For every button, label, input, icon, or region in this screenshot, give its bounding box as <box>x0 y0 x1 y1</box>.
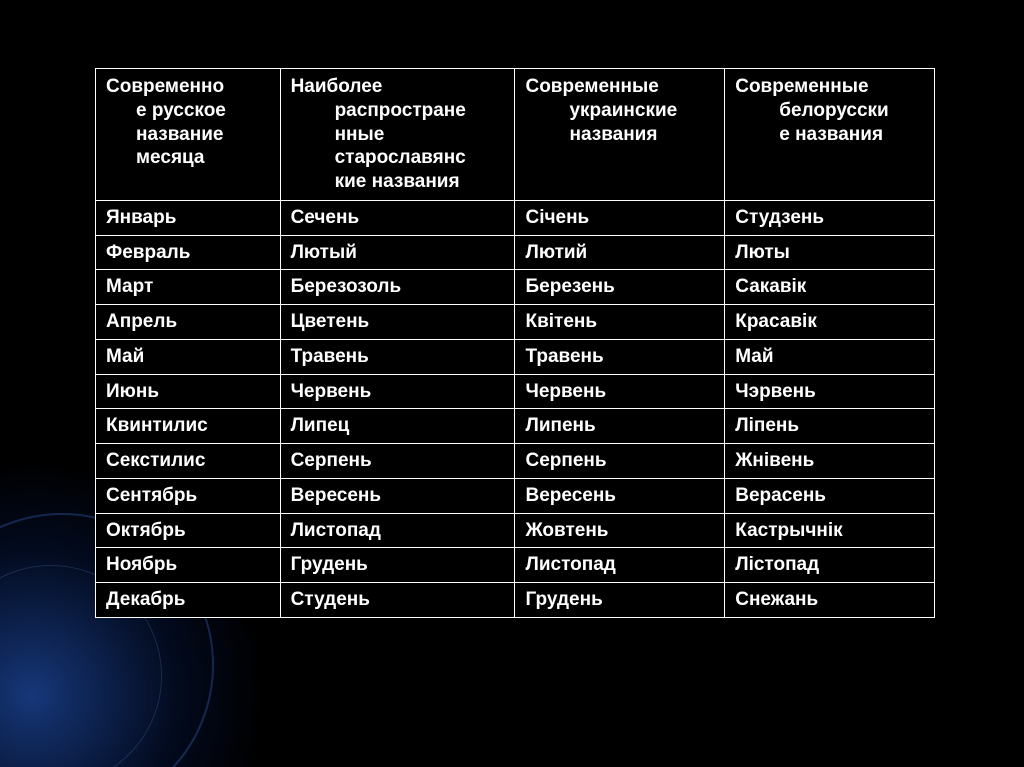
table-cell: Март <box>96 270 281 305</box>
table-cell: Лютий <box>515 235 725 270</box>
header-line: е названия <box>735 123 924 147</box>
table-row: ДекабрьСтуденьГруденьСнежань <box>96 583 935 618</box>
table-row: МартБерезозольБерезеньСакавік <box>96 270 935 305</box>
table-cell: Листопад <box>280 513 515 548</box>
table-cell: Листопад <box>515 548 725 583</box>
header-line: Современные <box>735 75 924 99</box>
table-cell: Студзень <box>725 200 935 235</box>
table-cell: Октябрь <box>96 513 281 548</box>
table-cell: Липень <box>515 409 725 444</box>
table-cell: Сакавік <box>725 270 935 305</box>
table-cell: Квітень <box>515 305 725 340</box>
header-line: кие названия <box>291 170 505 194</box>
table-cell: Май <box>96 339 281 374</box>
table-cell: Цветень <box>280 305 515 340</box>
header-line: украинские <box>525 99 714 123</box>
table-cell: Снежань <box>725 583 935 618</box>
table-cell: Студень <box>280 583 515 618</box>
table-cell: Декабрь <box>96 583 281 618</box>
table-cell: Травень <box>280 339 515 374</box>
table-cell: Серпень <box>280 444 515 479</box>
table-cell: Кастрычнік <box>725 513 935 548</box>
table-row: НоябрьГруденьЛистопадЛістопад <box>96 548 935 583</box>
header-line: Современные <box>525 75 714 99</box>
table-row: ИюньЧервеньЧервеньЧэрвень <box>96 374 935 409</box>
table-cell: Май <box>725 339 935 374</box>
header-line: Современно <box>106 75 270 99</box>
table-cell: Січень <box>515 200 725 235</box>
table-cell: Вересень <box>280 478 515 513</box>
month-names-table: Современное русскоеназваниемесяца Наибол… <box>95 68 935 618</box>
col-header-belarusian: Современныебелорусские названия <box>725 69 935 201</box>
table-cell: Январь <box>96 200 281 235</box>
header-line: нные <box>291 123 505 147</box>
table-cell: Жнівень <box>725 444 935 479</box>
header-line: белорусски <box>735 99 924 123</box>
table-cell: Березозоль <box>280 270 515 305</box>
table-cell: Красавік <box>725 305 935 340</box>
table-cell: Секстилис <box>96 444 281 479</box>
table-row: ФевральЛютыйЛютийЛюты <box>96 235 935 270</box>
table-row: ОктябрьЛистопадЖовтеньКастрычнік <box>96 513 935 548</box>
header-line: месяца <box>106 146 270 170</box>
table-cell: Червень <box>280 374 515 409</box>
table-cell: Квинтилис <box>96 409 281 444</box>
table-cell: Березень <box>515 270 725 305</box>
col-header-ukrainian: Современныеукраинскиеназвания <box>515 69 725 201</box>
table-cell: Липец <box>280 409 515 444</box>
table-row: СекстилисСерпеньСерпеньЖнівень <box>96 444 935 479</box>
table-cell: Июнь <box>96 374 281 409</box>
header-line: старославянс <box>291 146 505 170</box>
table-header-row: Современное русскоеназваниемесяца Наибол… <box>96 69 935 201</box>
table-cell: Апрель <box>96 305 281 340</box>
table-cell: Жовтень <box>515 513 725 548</box>
table-row: АпрельЦветеньКвітеньКрасавік <box>96 305 935 340</box>
header-line: Наиболее <box>291 75 505 99</box>
table-cell: Ноябрь <box>96 548 281 583</box>
table-cell: Сечень <box>280 200 515 235</box>
month-names-table-container: Современное русскоеназваниемесяца Наибол… <box>95 68 935 618</box>
header-line: название <box>106 123 270 147</box>
header-line: названия <box>525 123 714 147</box>
table-cell: Травень <box>515 339 725 374</box>
table-cell: Вересень <box>515 478 725 513</box>
table-cell: Грудень <box>280 548 515 583</box>
header-line: распростране <box>291 99 505 123</box>
table-cell: Верасень <box>725 478 935 513</box>
header-line: е русское <box>106 99 270 123</box>
table-cell: Лістопад <box>725 548 935 583</box>
col-header-oldslavic: Наиболеераспространенныестарославянские … <box>280 69 515 201</box>
table-cell: Ліпень <box>725 409 935 444</box>
table-cell: Сентябрь <box>96 478 281 513</box>
table-row: МайТравеньТравеньМай <box>96 339 935 374</box>
table-row: КвинтилисЛипецЛипеньЛіпень <box>96 409 935 444</box>
table-cell: Лютый <box>280 235 515 270</box>
col-header-russian: Современное русскоеназваниемесяца <box>96 69 281 201</box>
table-cell: Червень <box>515 374 725 409</box>
table-body: ЯнварьСеченьСіченьСтудзеньФевральЛютыйЛю… <box>96 200 935 617</box>
table-row: СентябрьВересеньВересеньВерасень <box>96 478 935 513</box>
table-row: ЯнварьСеченьСіченьСтудзень <box>96 200 935 235</box>
table-cell: Люты <box>725 235 935 270</box>
table-cell: Серпень <box>515 444 725 479</box>
table-cell: Февраль <box>96 235 281 270</box>
table-cell: Грудень <box>515 583 725 618</box>
table-cell: Чэрвень <box>725 374 935 409</box>
